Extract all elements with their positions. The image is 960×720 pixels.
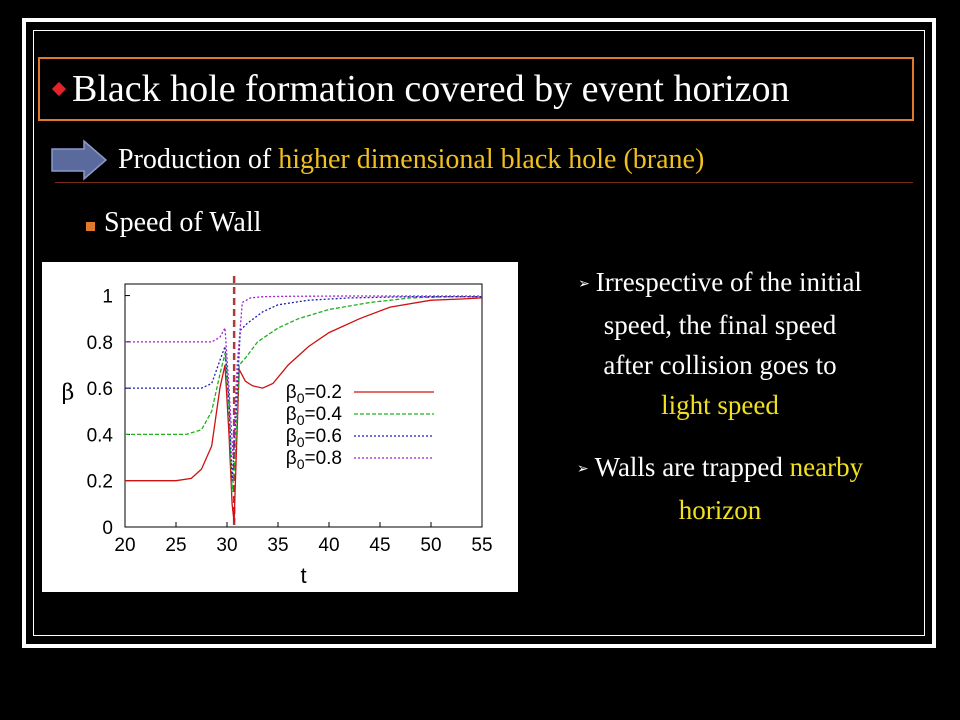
- slide-outer-frame: [22, 18, 936, 648]
- series-line-1: [125, 297, 483, 523]
- subtitle-prefix: Production of: [118, 144, 279, 175]
- notes-gap: [520, 425, 920, 447]
- legend-label-2: β0=0.4: [286, 404, 343, 428]
- y-tick-label: 0.4: [87, 425, 114, 446]
- note-1-line-1: ➢ Irrespective of the initial: [520, 262, 920, 305]
- speed-chart: 20 25 30 35 40 45 50 55 0 0.2 0.4 0.6 0.8 1 t β β0=0.2 β0…: [42, 262, 518, 592]
- slide-title: Black hole formation covered by event ho…: [72, 68, 790, 110]
- note-1-line-2: speed, the final speed: [603, 310, 837, 340]
- x-tick-label: 50: [420, 535, 441, 556]
- bullet-speed-of-wall: Speed of Wall: [104, 207, 262, 238]
- note-2-highlight: nearby: [789, 452, 864, 482]
- x-tick-label: 40: [318, 535, 339, 556]
- legend-label-1: β0=0.2: [286, 382, 342, 406]
- slide-inner-frame: [33, 30, 925, 636]
- subtitle-underline: [55, 182, 913, 183]
- x-tick-label: 55: [471, 535, 492, 556]
- x-tick-label: 25: [165, 535, 186, 556]
- series-line-4: [125, 295, 482, 458]
- y-tick-label: 0: [102, 518, 113, 539]
- title-box: [38, 57, 914, 121]
- x-tick-label: 20: [114, 535, 135, 556]
- note-2-line-1: ➢ Walls are trapped nearby: [520, 447, 920, 490]
- legend-label-3: β0=0.6: [286, 426, 342, 450]
- note-1-line-4: light speed: [661, 390, 779, 420]
- y-tick-label: 1: [102, 287, 113, 308]
- legend-label-4: β0=0.8: [286, 448, 342, 472]
- note-1-text-1: Irrespective of the initial: [595, 267, 862, 297]
- x-tick-label: 45: [369, 535, 390, 556]
- note-1-line-3: after collision goes to: [603, 350, 837, 380]
- plot-frame: [124, 283, 483, 528]
- subtitle-highlight: higher dimensional black hole (brane): [278, 144, 705, 175]
- y-tick-label: 0.8: [87, 333, 113, 354]
- series-line-2: [125, 296, 482, 493]
- x-axis-label: t: [300, 563, 306, 588]
- x-tick-label: 35: [267, 535, 288, 556]
- series-line-3: [125, 296, 482, 481]
- y-tick-label: 0.6: [87, 379, 113, 400]
- y-tick-label: 0.2: [87, 472, 113, 493]
- right-arrow-icon: [51, 139, 108, 181]
- x-tick-label: 30: [216, 535, 237, 556]
- y-axis-label: β: [62, 381, 75, 406]
- slide-subtitle: Production of higher dimensional black h…: [118, 142, 704, 178]
- triangle-bullet-icon: ➢: [576, 462, 589, 477]
- square-bullet-icon: [86, 222, 95, 231]
- notes-panel: ➢ Irrespective of the initial speed, the …: [520, 262, 920, 530]
- note-2-text-1: Walls are trapped: [594, 452, 790, 482]
- triangle-bullet-icon: ➢: [578, 277, 590, 292]
- note-2-line-2: horizon: [678, 495, 762, 525]
